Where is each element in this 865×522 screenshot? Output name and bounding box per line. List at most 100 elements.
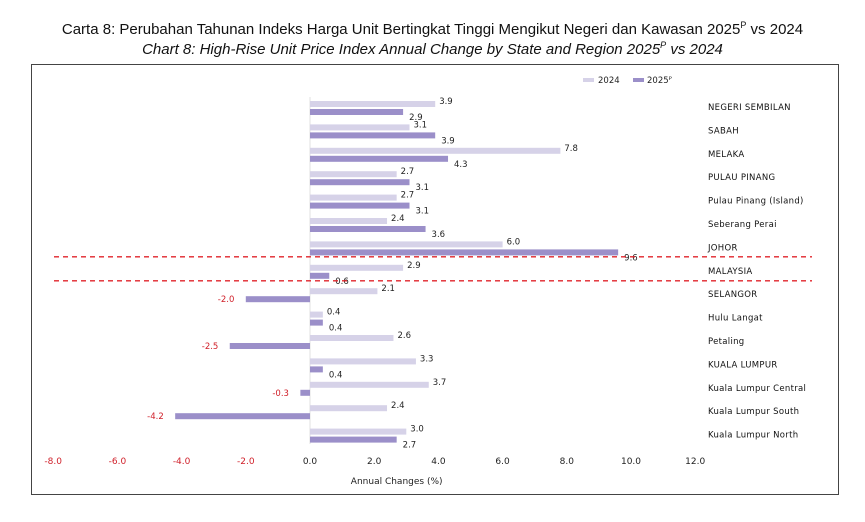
data-label-2025: 9.6 <box>624 253 638 263</box>
bar-2024 <box>310 218 388 224</box>
bar-2025 <box>245 296 310 303</box>
bar-2024 <box>310 428 407 435</box>
category-label: Petaling <box>708 337 745 347</box>
data-label-2025: 2.9 <box>409 113 423 123</box>
x-tick-label: 8.0 <box>560 457 575 467</box>
bar-2025 <box>310 202 410 209</box>
bar-2025 <box>310 155 449 162</box>
bar-2024 <box>310 241 503 248</box>
bar-2025 <box>310 319 323 326</box>
data-label-2024: 6.0 <box>507 237 521 247</box>
legend-swatch-2025 <box>633 78 644 82</box>
bar-2025 <box>310 436 397 443</box>
bar-2024 <box>310 381 429 388</box>
x-axis-label: Annual Changes (%) <box>351 477 443 487</box>
chart-frame <box>31 64 839 495</box>
data-label-2025: 3.1 <box>416 207 430 217</box>
bar-2025 <box>310 249 619 256</box>
chart-title-malay: Carta 8: Perubahan Tahunan Indeks Harga … <box>0 20 865 38</box>
data-label-2024: 2.6 <box>397 331 411 341</box>
bar-2024 <box>310 194 397 201</box>
data-label-2025: 3.6 <box>432 230 446 240</box>
bar-2024 <box>310 101 436 107</box>
bar-2024 <box>310 171 397 178</box>
data-label-2024: 3.1 <box>414 120 428 130</box>
bar-2025 <box>310 226 426 232</box>
data-label-2025: 0.4 <box>329 324 343 334</box>
category-label: Hulu Langat <box>708 314 763 324</box>
data-label-2024: 2.1 <box>381 284 395 294</box>
category-label: Kuala Lumpur Central <box>708 384 806 394</box>
data-label-2024: 0.4 <box>327 308 341 318</box>
x-tick-label: 0.0 <box>303 457 318 467</box>
data-label-2024: 2.7 <box>401 191 415 201</box>
x-tick-label: 10.0 <box>621 457 641 467</box>
data-label-2024: 2.9 <box>407 261 421 271</box>
chart-title-english-tail: vs 2024 <box>666 41 723 58</box>
x-tick-label: 2.0 <box>367 457 382 467</box>
bar-2025 <box>175 413 310 420</box>
legend-label-2025: 2025ᴾ <box>647 76 673 86</box>
data-label-2025: 0.4 <box>329 370 343 380</box>
data-label-2024: 2.4 <box>391 214 405 224</box>
x-tick-label: 6.0 <box>495 457 510 467</box>
category-label: MALAYSIA <box>708 267 753 277</box>
x-tick-label: -4.0 <box>173 457 191 467</box>
category-label: SELANGOR <box>708 290 757 300</box>
data-label-2025: 4.3 <box>454 160 468 170</box>
x-tick-label: 12.0 <box>685 457 705 467</box>
bar-2025 <box>310 179 410 186</box>
data-label-2025: -4.2 <box>147 412 164 422</box>
chart-title-malay-sup: P <box>740 20 747 30</box>
bar-2024 <box>310 147 561 154</box>
chart-title-english: Chart 8: High-Rise Unit Price Index Annu… <box>0 40 865 58</box>
bar-2024 <box>310 288 378 295</box>
category-label: Pulau Pinang (Island) <box>708 197 804 207</box>
chart-title-english-sup: P <box>660 40 667 50</box>
x-tick-label: 4.0 <box>431 457 446 467</box>
data-label-2024: 3.9 <box>439 97 453 107</box>
bar-2025 <box>310 366 323 373</box>
data-label-2024: 2.4 <box>391 401 405 411</box>
chart-title-malay-text: Carta 8: Perubahan Tahunan Indeks Harga … <box>61 21 741 38</box>
data-label-2024: 3.3 <box>420 354 434 364</box>
bar-2024 <box>310 335 394 341</box>
bar-2025 <box>310 132 436 139</box>
data-label-2024: 3.7 <box>433 378 447 388</box>
legend-swatch-2024 <box>583 78 594 82</box>
data-label-2025: -0.3 <box>272 389 289 399</box>
bar-2024 <box>310 405 388 412</box>
bar-2025 <box>229 343 310 349</box>
category-label: Seberang Perai <box>708 220 777 230</box>
data-label-2024: 7.8 <box>564 144 578 154</box>
category-label: NEGERI SEMBILAN <box>708 103 791 113</box>
bar-2024 <box>310 264 404 271</box>
category-label: MELAKA <box>708 150 745 160</box>
category-label: Kuala Lumpur South <box>708 407 799 417</box>
category-label: PULAU PINANG <box>708 173 775 183</box>
category-label: JOHOR <box>707 243 738 253</box>
category-label: SABAH <box>708 126 739 136</box>
data-label-2025: -2.5 <box>202 342 219 352</box>
bar-2024 <box>310 358 416 365</box>
data-label-2025: 2.7 <box>403 441 417 451</box>
x-tick-label: -2.0 <box>237 457 255 467</box>
chart-title-malay-tail: vs 2024 <box>746 21 804 38</box>
bar-2024 <box>310 311 323 318</box>
data-label-2025: -2.0 <box>218 295 235 305</box>
data-label-2024: 3.0 <box>410 425 424 435</box>
legend-label-2024: 2024 <box>598 76 620 86</box>
category-label: KUALA LUMPUR <box>708 360 778 370</box>
x-tick-label: -8.0 <box>44 457 62 467</box>
bar-2025 <box>300 389 310 396</box>
data-label-2024: 2.7 <box>401 167 415 177</box>
category-label: Kuala Lumpur North <box>708 431 798 441</box>
data-label-2025: 3.1 <box>416 183 430 193</box>
data-label-2025: 3.9 <box>441 136 455 146</box>
data-label-2025: 0.6 <box>335 277 349 287</box>
bar-2025 <box>310 272 330 279</box>
chart-title-english-text: Chart 8: High-Rise Unit Price Index Annu… <box>142 41 661 58</box>
bar-2025 <box>310 109 404 115</box>
x-tick-label: -6.0 <box>109 457 127 467</box>
